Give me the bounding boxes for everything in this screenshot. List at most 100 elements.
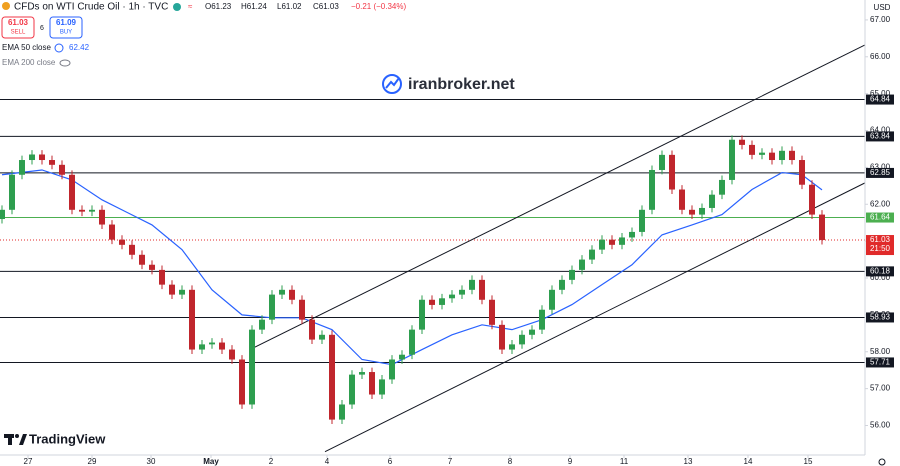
logo-mark xyxy=(8,434,12,445)
x-tick-label: 15 xyxy=(804,457,813,466)
candle-body xyxy=(239,359,245,405)
y-tick-label: 64.00 xyxy=(870,126,891,135)
x-tick-label: 7 xyxy=(448,457,453,466)
candle-body xyxy=(279,289,285,295)
ohlc-value: O61.23 xyxy=(205,2,232,11)
candle-body xyxy=(479,279,485,300)
candle-body xyxy=(229,349,235,360)
watermark: iranbroker.net xyxy=(382,74,515,94)
candle-body xyxy=(249,329,255,405)
level-label: 61.64 xyxy=(870,213,891,222)
y-tick-label: 57.00 xyxy=(870,384,891,393)
candle-body xyxy=(399,354,405,360)
candle-body xyxy=(739,139,745,145)
x-tick-label: 11 xyxy=(620,457,629,466)
candle-body xyxy=(499,324,505,350)
candle-body xyxy=(409,329,415,355)
candle-body xyxy=(379,379,385,395)
candle-body xyxy=(809,184,815,215)
watermark-icon-arrow xyxy=(385,77,400,89)
sell-label: SELL xyxy=(11,30,26,36)
candle-body xyxy=(0,209,5,220)
ema200-hidden-icon[interactable] xyxy=(59,59,71,67)
trendline xyxy=(249,44,866,350)
ohlc-value: H61.24 xyxy=(241,2,267,11)
candle-body xyxy=(189,289,195,350)
candle-body xyxy=(549,289,555,310)
x-tick-label: 13 xyxy=(684,457,693,466)
candle-body xyxy=(629,231,635,238)
x-tick-label: 14 xyxy=(744,457,753,466)
candle-body xyxy=(29,154,35,161)
candle-body xyxy=(129,244,135,255)
candle-body xyxy=(699,207,705,215)
candle-body xyxy=(179,289,185,295)
candle-body xyxy=(799,160,805,185)
candle-body xyxy=(49,160,55,165)
candle-body xyxy=(269,294,275,320)
candle-body xyxy=(149,264,155,270)
buy-button[interactable] xyxy=(49,16,83,39)
level-label-bg xyxy=(866,131,894,142)
candle-body xyxy=(209,342,215,345)
level-label: 64.84 xyxy=(870,95,891,104)
candle-body xyxy=(599,239,605,250)
y-tick-label: 65.00 xyxy=(870,89,891,98)
y-tick-label: 56.00 xyxy=(870,421,891,430)
watermark-text: iranbroker.net xyxy=(408,76,515,93)
candle-body xyxy=(679,189,685,210)
level-label-bg xyxy=(866,167,894,178)
candle-body xyxy=(319,334,325,340)
x-tick-label: 8 xyxy=(508,457,513,466)
candle-body xyxy=(69,174,75,210)
candle-body xyxy=(609,239,615,245)
settings-icon[interactable] xyxy=(878,458,886,466)
symbol-title: CFDs on WTI Crude Oil · 1h · TVC xyxy=(14,2,168,13)
level-label: 57.71 xyxy=(870,358,891,367)
y-tick-label: 58.00 xyxy=(870,347,891,356)
candle-body xyxy=(439,298,445,305)
x-tick-label: May xyxy=(203,457,219,466)
ohlc-value: −0.21 (−0.34%) xyxy=(351,2,406,11)
candle-body xyxy=(309,319,315,340)
candle-body xyxy=(709,194,715,208)
current-price-bg xyxy=(866,235,894,256)
x-tick-label: 2 xyxy=(269,457,274,466)
candle-body xyxy=(59,164,65,175)
header: CFDs on WTI Crude Oil · 1h · TVC ≈ O61.2… xyxy=(1,2,406,67)
y-tick-label: 60.00 xyxy=(870,273,891,282)
candle-body xyxy=(459,289,465,295)
candle-body xyxy=(389,359,395,380)
ema200-name: EMA 200 close xyxy=(2,58,56,67)
candle-body xyxy=(789,150,795,161)
candle-body xyxy=(689,209,695,215)
ema50-name: EMA 50 close xyxy=(2,43,51,52)
ohlc-value: L61.02 xyxy=(277,2,302,11)
currency[interactable]: USD xyxy=(874,3,891,12)
candle-body xyxy=(659,154,665,170)
candle-body xyxy=(19,160,25,175)
sell-price: 61.03 xyxy=(8,18,29,27)
level-label-bg xyxy=(866,357,894,368)
ema-line xyxy=(1,169,823,366)
logo-mark xyxy=(19,434,27,445)
candle-body xyxy=(779,150,785,161)
candle-body xyxy=(749,144,755,155)
level-label: 62.85 xyxy=(870,168,891,177)
candle-body xyxy=(349,374,355,405)
candle-body xyxy=(729,139,735,180)
candle-body xyxy=(639,209,645,232)
sell-button[interactable] xyxy=(1,16,35,39)
candle-body xyxy=(519,334,525,345)
candle-body xyxy=(99,209,105,225)
candle-body xyxy=(359,372,365,375)
axes: 56.0057.0058.0059.0060.0061.0062.0063.00… xyxy=(24,15,894,466)
ema50-settings[interactable] xyxy=(54,43,64,53)
candle-body xyxy=(559,279,565,290)
level-label: 58.93 xyxy=(870,313,891,322)
candle-body xyxy=(569,269,575,280)
candle-body xyxy=(109,224,115,240)
candle-body xyxy=(329,334,335,420)
candle-body xyxy=(169,284,175,295)
